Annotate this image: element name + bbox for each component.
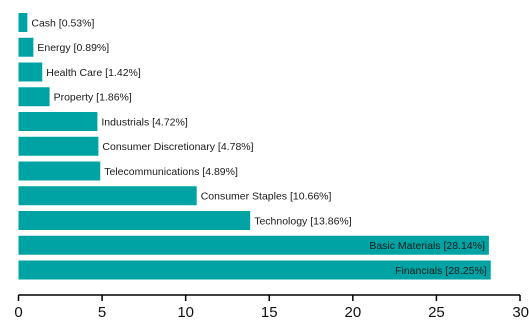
x-tick-label: 15: [261, 304, 278, 321]
bar-label: Industrials [4.72%]: [101, 116, 187, 128]
bars-group: [18, 13, 491, 280]
bar: [18, 211, 251, 230]
x-tick-label: 25: [428, 304, 445, 321]
bar: [18, 260, 491, 280]
x-axis-ticks-group: 0 5 10 15 20 25 30: [14, 295, 529, 321]
bar-label: Basic Materials [28.14%]: [369, 240, 485, 252]
x-tick-label: 10: [177, 304, 194, 321]
bar: [18, 235, 489, 255]
bar-label: Consumer Staples [10.66%]: [201, 191, 332, 203]
bar-label: Cash [0.53%]: [31, 17, 94, 29]
bar: [18, 186, 197, 206]
bar: [18, 37, 34, 57]
bar-label: Financials [28.25%]: [395, 265, 487, 277]
bar: [18, 62, 43, 82]
bar-label: Property [1.86%]: [54, 92, 132, 104]
bar: [18, 161, 101, 181]
category-labels-group: Cash [0.53%] Energy [0.89%] Health Care [1…: [31, 17, 487, 277]
bar: [18, 136, 99, 156]
bar: [18, 112, 98, 131]
x-tick-label: 20: [344, 304, 361, 321]
bar-label: Technology [13.86%]: [254, 215, 352, 227]
x-tick-label: 5: [98, 304, 106, 321]
bar-label: Health Care [1.42%]: [46, 67, 141, 79]
bar: [18, 13, 28, 32]
x-tick-label: 30: [512, 304, 529, 321]
bar: [18, 87, 50, 107]
bar-label: Telecommunications [4.89%]: [104, 166, 238, 178]
x-tick-label: 0: [14, 304, 22, 321]
bar-label: Consumer Discretionary [4.78%]: [102, 141, 253, 153]
bar-label: Energy [0.89%]: [37, 42, 109, 54]
